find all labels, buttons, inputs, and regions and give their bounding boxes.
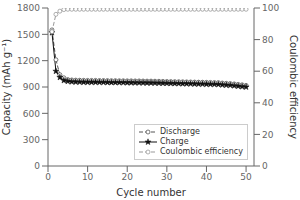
svg-text:Capacity (mAh g⁻¹): Capacity (mAh g⁻¹) bbox=[8, 39, 12, 136]
svg-text:300: 300 bbox=[23, 135, 40, 145]
html-text:Coulombic efficiency: Coulombic efficiency bbox=[159, 147, 243, 156]
svg-text:10: 10 bbox=[82, 172, 94, 182]
svg-text:0: 0 bbox=[262, 161, 268, 171]
svg-text:60: 60 bbox=[262, 66, 274, 76]
svg-text:1500: 1500 bbox=[17, 30, 40, 40]
svg-text:900: 900 bbox=[23, 82, 40, 92]
svg-text:Coulombic efficiency: Coulombic efficiency bbox=[288, 35, 292, 139]
svg-text:1200: 1200 bbox=[17, 56, 40, 66]
svg-text:20: 20 bbox=[262, 130, 274, 140]
svg-text:30: 30 bbox=[161, 172, 173, 182]
svg-text:40: 40 bbox=[201, 172, 213, 182]
svg-text:0: 0 bbox=[34, 161, 40, 171]
svg-text:1800: 1800 bbox=[17, 3, 40, 13]
svg-text:Cycle number: Cycle number bbox=[116, 187, 186, 198]
html-text:Charge: Charge bbox=[159, 137, 189, 146]
svg-text:50: 50 bbox=[240, 172, 252, 182]
svg-text:40: 40 bbox=[262, 98, 274, 108]
svg-text:100: 100 bbox=[262, 3, 279, 13]
svg-text:20: 20 bbox=[122, 172, 134, 182]
svg-text:600: 600 bbox=[23, 109, 40, 119]
html-text:Discharge: Discharge bbox=[159, 127, 200, 136]
svg-text:80: 80 bbox=[262, 35, 274, 45]
svg-text:0: 0 bbox=[45, 172, 51, 182]
